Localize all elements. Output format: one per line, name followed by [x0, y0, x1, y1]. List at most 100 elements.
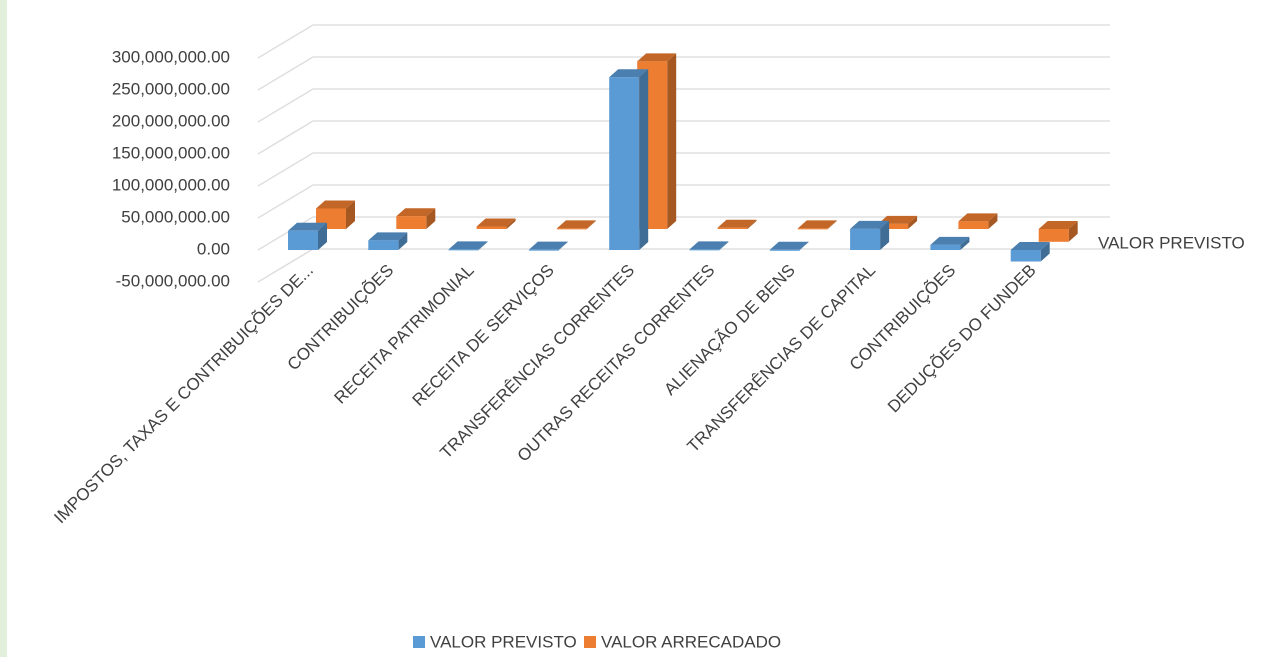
y-tick-label: 150,000,000.00: [112, 143, 230, 162]
bar-side: [398, 232, 408, 250]
bar-top: [689, 241, 729, 250]
bar: [288, 222, 327, 250]
bar-top: [637, 53, 677, 62]
bar: [528, 241, 568, 251]
bar: [958, 213, 998, 229]
bar-front: [368, 240, 399, 250]
bar-front: [476, 226, 507, 229]
bar-top: [850, 220, 890, 229]
bar: [396, 208, 436, 229]
legend-swatch: [413, 636, 425, 648]
bar-top: [609, 69, 649, 78]
legend-label: VALOR PREVISTO: [430, 632, 577, 651]
bar-top: [1010, 242, 1050, 250]
x-tick-label: RECEITA PATRIMONIAL: [331, 261, 478, 408]
bar-side: [478, 241, 488, 250]
bar-side: [558, 241, 568, 250]
bar-front: [1010, 250, 1041, 262]
bars: [288, 53, 1078, 262]
bar: [448, 241, 488, 251]
bar-front: [396, 216, 427, 229]
bar-top: [316, 200, 355, 209]
bar-top: [1038, 221, 1078, 229]
bar-side: [1068, 221, 1078, 242]
legend-swatch: [584, 636, 596, 648]
bar-side: [1040, 242, 1050, 262]
bar: [1038, 221, 1078, 242]
grid-line: [257, 152, 1110, 187]
bar-side: [799, 241, 809, 250]
bar: [797, 220, 837, 230]
bar-side: [318, 222, 327, 250]
bar-front: [528, 249, 559, 251]
frame-edge: [0, 0, 7, 657]
grid-line: [257, 120, 1110, 155]
y-tick-label: 0.00: [197, 239, 230, 258]
bar: [556, 220, 596, 230]
x-tick-label: DEDUÇÕES DO FUNDEB: [884, 261, 1040, 417]
bar-top: [476, 218, 516, 227]
x-tick-label: ALIENAÇÃO DE BENS: [660, 261, 798, 399]
bar: [368, 232, 408, 250]
y-tick-label: 100,000,000.00: [112, 175, 230, 194]
bar-front: [556, 228, 587, 230]
grid-line: [257, 216, 1110, 251]
bar: [689, 241, 729, 251]
bar-side: [880, 220, 890, 250]
grid-line: [257, 88, 1110, 123]
bar-top: [556, 220, 596, 229]
bar: [930, 236, 970, 250]
bar-front: [1038, 229, 1069, 242]
bar-front: [717, 227, 748, 229]
bar-front: [930, 244, 961, 250]
bar-top: [288, 222, 327, 231]
bar-top: [528, 241, 568, 250]
bar: [476, 218, 516, 229]
x-tick-label: RECEITA DE SERVIÇOS: [409, 261, 558, 410]
bar-front: [958, 221, 989, 229]
bar: [609, 69, 649, 250]
bar-top: [769, 241, 809, 250]
bar-side: [667, 53, 677, 229]
y-tick-label: 200,000,000.00: [112, 111, 230, 130]
bar-side: [586, 220, 596, 229]
bar-front: [797, 228, 828, 230]
bar-side: [346, 200, 355, 229]
bar-top: [368, 232, 408, 241]
y-tick-label: -50,000,000.00: [116, 271, 230, 290]
bar-front: [609, 77, 640, 250]
bar-front: [769, 249, 800, 251]
bar-side: [426, 208, 436, 229]
bar-front: [448, 249, 479, 251]
bar-top: [958, 213, 998, 222]
bar-front: [288, 230, 318, 250]
bar-side: [506, 218, 516, 229]
bar: [1010, 242, 1050, 262]
x-tick-label: IMPOSTOS, TAXAS E CONTRIBUIÇÕES DE...: [50, 261, 317, 528]
y-tick-label: 300,000,000.00: [112, 47, 230, 66]
bar-front: [850, 228, 881, 250]
bar-front: [689, 249, 720, 251]
grid-line: [257, 56, 1110, 91]
grid: [257, 24, 1110, 283]
bar-side: [719, 241, 729, 250]
bar-side: [908, 215, 918, 229]
bar-top: [396, 208, 436, 217]
grid-line: [257, 184, 1110, 219]
bar-side: [960, 236, 970, 250]
bar: [769, 241, 809, 251]
bar-side: [639, 69, 649, 250]
bar-side: [988, 213, 998, 229]
bar-side: [747, 219, 757, 229]
bar: [717, 219, 757, 229]
bar-top: [930, 236, 970, 245]
bar-front: [878, 223, 909, 229]
y-tick-label: 50,000,000.00: [121, 207, 230, 226]
depth-axis-label: VALOR PREVISTO: [1098, 233, 1245, 252]
bar: [850, 220, 890, 250]
legend-label: VALOR ARRECADADO: [601, 632, 781, 651]
bar-top: [797, 220, 837, 229]
bar-top: [448, 241, 488, 250]
bar-top: [717, 219, 757, 228]
